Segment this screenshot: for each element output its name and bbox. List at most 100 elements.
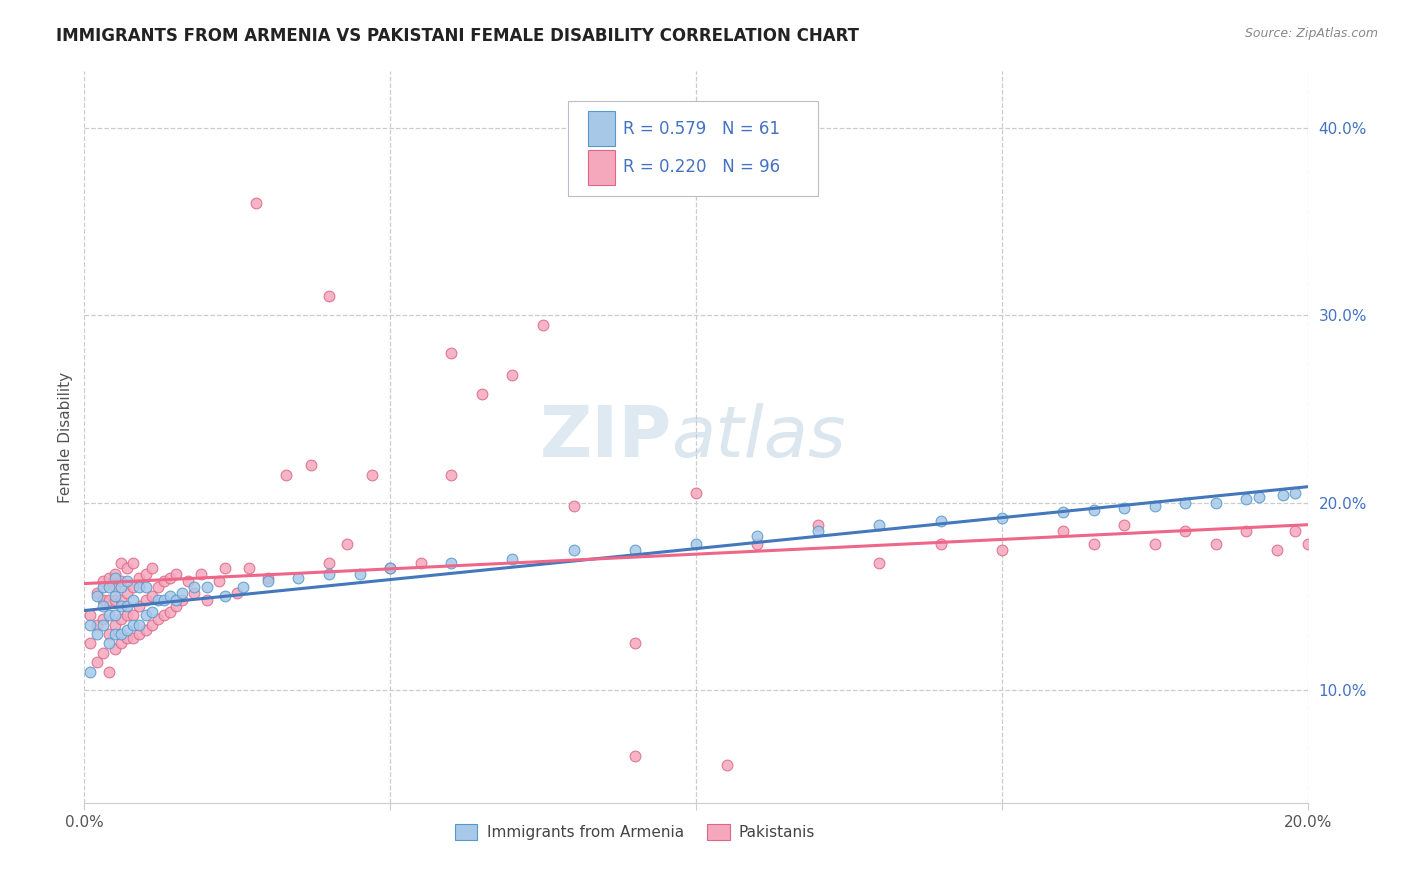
Y-axis label: Female Disability: Female Disability	[58, 371, 73, 503]
Point	[91, 612, 114, 626]
Point	[232, 580, 254, 594]
Point	[104, 627, 127, 641]
Point	[104, 580, 127, 594]
Point	[869, 518, 891, 533]
Point	[79, 608, 101, 623]
Point	[502, 368, 524, 383]
Point	[104, 571, 127, 585]
Point	[440, 345, 463, 359]
Point	[380, 561, 402, 575]
Point	[159, 571, 181, 585]
Text: Source: ZipAtlas.com: Source: ZipAtlas.com	[1244, 27, 1378, 40]
Point	[807, 518, 830, 533]
Point	[115, 586, 138, 600]
Point	[135, 566, 157, 581]
Point	[1205, 496, 1227, 510]
Point	[276, 467, 298, 482]
Point	[165, 566, 187, 581]
Text: R = 0.220   N = 96: R = 0.220 N = 96	[623, 159, 780, 177]
Point	[1272, 488, 1295, 502]
Point	[91, 574, 114, 589]
Point	[146, 580, 169, 594]
FancyBboxPatch shape	[568, 101, 818, 195]
Point	[929, 515, 952, 529]
Point	[1358, 529, 1381, 543]
Point	[349, 566, 371, 581]
Point	[79, 636, 101, 650]
Point	[440, 556, 463, 570]
Point	[716, 758, 738, 772]
Point	[190, 566, 212, 581]
Point	[360, 467, 382, 482]
Point	[183, 586, 205, 600]
Point	[440, 467, 463, 482]
Text: R = 0.579   N = 61: R = 0.579 N = 61	[623, 120, 779, 138]
Point	[86, 590, 108, 604]
Point	[79, 617, 101, 632]
Point	[380, 561, 402, 575]
Point	[104, 590, 127, 604]
Point	[562, 500, 585, 514]
Point	[177, 574, 200, 589]
Point	[153, 574, 176, 589]
Point	[91, 646, 114, 660]
Point	[1114, 501, 1136, 516]
Point	[141, 605, 163, 619]
Point	[1143, 537, 1166, 551]
Point	[1284, 524, 1306, 538]
Point	[1052, 524, 1074, 538]
Point	[238, 561, 260, 575]
Point	[214, 561, 236, 575]
Point	[245, 195, 267, 210]
Point	[172, 586, 194, 600]
Point	[165, 593, 187, 607]
Point	[287, 571, 309, 585]
Point	[1346, 542, 1368, 557]
Point	[135, 624, 157, 638]
Text: ZIP: ZIP	[540, 402, 672, 472]
Point	[1205, 537, 1227, 551]
Text: IMMIGRANTS FROM ARMENIA VS PAKISTANI FEMALE DISABILITY CORRELATION CHART: IMMIGRANTS FROM ARMENIA VS PAKISTANI FEM…	[56, 27, 859, 45]
Point	[135, 608, 157, 623]
Point	[1083, 503, 1105, 517]
Point	[146, 593, 169, 607]
Point	[1327, 529, 1350, 543]
Point	[1296, 537, 1319, 551]
Point	[1174, 524, 1197, 538]
Point	[1083, 537, 1105, 551]
Point	[115, 624, 138, 638]
Point	[86, 655, 108, 669]
Point	[1052, 505, 1074, 519]
Point	[110, 556, 132, 570]
Point	[141, 561, 163, 575]
Point	[1388, 524, 1406, 538]
Point	[122, 556, 145, 570]
Point	[1236, 524, 1258, 538]
Point	[141, 617, 163, 632]
Point	[153, 593, 176, 607]
Point	[122, 608, 145, 623]
Point	[110, 574, 132, 589]
Point	[165, 599, 187, 613]
Point	[1143, 500, 1166, 514]
Point	[97, 665, 120, 679]
Point	[318, 289, 340, 303]
Point	[141, 590, 163, 604]
Point	[110, 636, 132, 650]
Point	[807, 524, 830, 538]
Point	[747, 537, 769, 551]
Point	[97, 608, 120, 623]
Point	[104, 566, 127, 581]
Point	[318, 556, 340, 570]
Point	[128, 571, 150, 585]
Point	[91, 599, 114, 613]
Point	[122, 617, 145, 632]
Point	[115, 599, 138, 613]
Point	[97, 571, 120, 585]
Point	[869, 556, 891, 570]
Point	[1339, 518, 1361, 533]
Point	[1114, 518, 1136, 533]
Point	[128, 599, 150, 613]
Point	[153, 608, 176, 623]
Point	[1284, 486, 1306, 500]
